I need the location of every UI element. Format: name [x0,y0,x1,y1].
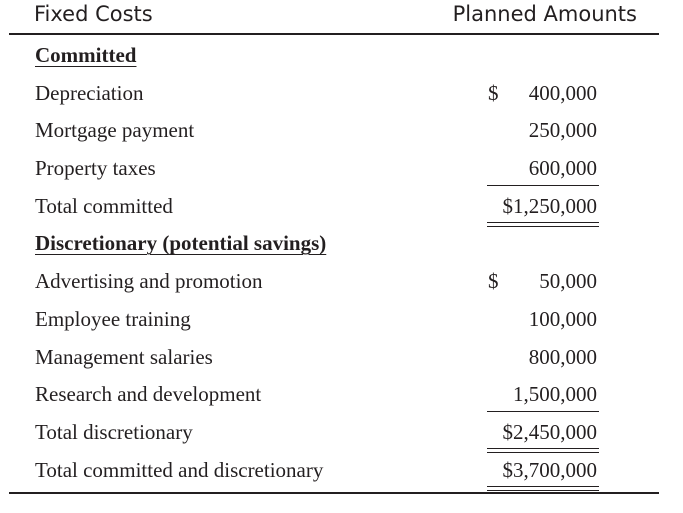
table-row-total: Total committed $1,250,000 [9,186,659,227]
section-committed: Committed [9,35,659,73]
table-row: Mortgage payment 250,000 [9,110,659,148]
fixed-costs-table: Fixed Costs Planned Amounts Committed De… [9,0,659,513]
table-row: Employee training 100,000 [9,299,659,337]
total-double-rule [487,222,599,227]
row-label: Management salaries [35,345,213,369]
table-row: Research and development 1,500,000 [9,374,659,412]
row-label: Total committed [35,194,173,218]
section-discretionary: Discretionary (potential savings) [9,223,659,261]
row-amount: 250,000 [528,118,597,142]
grand-total-double-rule [487,486,599,491]
row-label: Property taxes [35,156,156,180]
table-row-grand-total: Total committed and discretionary $3,700… [9,450,659,491]
table-row: Advertising and promotion $ 50,000 [9,261,659,299]
row-amount: 800,000 [528,345,597,369]
row-label: Employee training [35,307,191,331]
table-row: Depreciation $ 400,000 [9,73,659,111]
row-amount: 600,000 [528,156,597,180]
row-amount: $1,250,000 [502,194,598,218]
header-fixed-costs: Fixed Costs [34,2,153,26]
row-amount: $3,700,000 [502,458,598,482]
dollar-sign: $ [488,269,499,293]
row-label: Total committed and discretionary [35,458,324,482]
table-row-total: Total discretionary $2,450,000 [9,412,659,453]
table-header: Fixed Costs Planned Amounts [9,0,659,35]
row-label: Advertising and promotion [35,269,263,293]
row-label: Mortgage payment [35,118,195,142]
row-label: Research and development [35,382,262,406]
section-label: Discretionary (potential savings) [35,231,327,255]
row-label: Total discretionary [35,420,193,444]
subtotal-rule [487,185,599,186]
bottom-rule [9,492,659,494]
row-amount: 400,000 [528,81,597,105]
table-row: Property taxes 600,000 [9,148,659,186]
section-label: Committed [35,43,137,67]
dollar-sign: $ [488,81,499,105]
row-amount: 100,000 [528,307,597,331]
subtotal-rule [487,411,599,412]
row-label: Depreciation [35,81,144,105]
row-amount: $2,450,000 [502,420,598,444]
header-planned-amounts: Planned Amounts [452,2,637,26]
table-row: Management salaries 800,000 [9,337,659,375]
total-double-rule [487,448,599,453]
row-amount: 50,000 [539,269,597,293]
row-amount: 1,500,000 [513,382,597,406]
